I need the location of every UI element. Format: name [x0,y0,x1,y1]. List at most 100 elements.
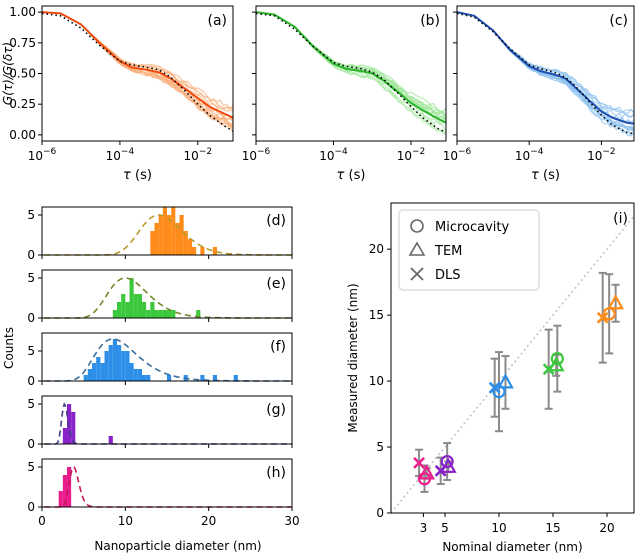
tem-point [607,293,624,310]
panel-e: 0 5 (e) [27,269,293,325]
axes-frame [390,202,635,514]
trace-line [41,11,234,110]
fit-curve [255,12,447,134]
histogram-bar [146,375,151,381]
hist-x-label: Nanoparticle diameter (nm) [94,539,261,553]
histogram-bar [167,310,172,318]
legend-triangle-icon [408,241,426,256]
axes-frame [41,332,293,382]
panel-label: (a) [207,13,227,29]
histogram-bar [108,345,113,381]
histogram-bar [67,467,72,507]
x-tick-label: 10−6 [28,147,57,163]
fit-curve [44,402,292,445]
trace-line [456,11,635,119]
panel-label: (h) [266,465,286,481]
histogram-bar [167,375,172,381]
y-tick-label: 1.00 [9,5,36,19]
histogram-bar [167,215,172,255]
histogram-bar [121,351,126,381]
mean-curve [255,11,447,124]
histogram-bar [158,310,163,318]
mean-curve [41,11,234,119]
axes-frame [41,458,293,508]
autocorrelation-panels: 10−6 10−4 10−2 0.00 0.25 0.50 0.75 1.00 (a) τ (s)… [1,5,635,183]
histogram-bar [137,369,142,381]
histogram-bar [171,310,176,318]
trace-line [456,11,635,114]
histogram-bar [187,239,192,255]
panel-f: 0 5 (f) [27,332,293,388]
histogram-bar [179,215,184,255]
tem-point [497,373,514,389]
panel-c: 10−6 10−4 10−2 (c) τ (s) [443,5,635,183]
y-tick-label: 0 [27,500,35,514]
x-axis-label: τ (s) [531,168,560,183]
legend-label: DLS [435,268,461,283]
histogram-bar [142,302,147,318]
panel-label: (e) [266,276,286,292]
x-tick-label: 10 [118,514,133,528]
fit-curve [44,338,292,382]
y-tick-label: 0.25 [9,97,36,111]
microcavity-point [550,352,564,366]
histogram-bar [104,351,109,381]
x-tick-label: 10−2 [184,147,213,163]
legend-circle-icon [410,219,424,233]
panel-a: 10−6 10−4 10−2 0.00 0.25 0.50 0.75 1.00 (a) τ (s)… [1,5,234,183]
panel-label: (i) [613,211,628,227]
histogram-bar [125,351,130,381]
y-tick-label: 0 [27,437,35,451]
y-axis-label: G(τ)/G(δτ) [1,42,15,105]
panel-label: (f) [270,339,286,355]
tem-point [418,464,435,480]
identity-line [390,215,635,514]
trace-line [255,11,447,135]
axes-frame [255,5,447,142]
histogram-bar [150,231,155,255]
histogram-bar [133,294,138,318]
x-tick-label: 3 [420,521,428,535]
y-tick-label: 5 [27,397,35,411]
x-tick-label: 10−4 [106,147,135,163]
x-tick-label: 10−4 [319,147,348,163]
histogram-bar [200,247,205,255]
histogram-bar [183,231,188,255]
y-tick-label: 5 [27,344,35,358]
histogram-bar [133,369,138,381]
y-axis-label: Measured diameter (nm) [346,283,360,432]
legend-label: TEM [434,244,462,259]
histogram-bar [96,357,101,381]
y-tick-label: 0.75 [9,36,36,50]
histogram-bar [150,302,155,318]
histogram-bar [158,215,163,255]
panel-label: (d) [266,213,286,229]
tem-point [547,355,565,372]
y-tick-label: 0 [27,248,35,262]
x-tick-label: 20 [201,514,216,528]
trace-line [41,11,234,110]
x-tick-label: 10−4 [515,147,544,163]
histogram-bar [129,278,134,318]
x-axis-label: τ (s) [123,168,152,183]
histogram-bar [154,223,159,255]
legend-cross-icon [410,267,424,281]
x-tick-label: 10−2 [587,147,616,163]
y-tick-label: 15 [369,308,384,322]
histogram-bar [83,375,88,381]
hist-y-label: Counts [2,327,16,369]
trace-line [456,11,635,114]
legend-label: Microcavity [435,220,510,235]
x-axis-label: τ (s) [337,168,366,183]
histogram-bar [200,375,205,381]
histogram-bar [71,412,76,444]
y-tick-label: 10 [369,374,384,388]
legend: Microcavity TEM DLS [398,209,540,291]
histogram-panels: 0 5 (d) 0 5 (e) 0 5 (f) 0 5 (g) 0 5 0 10 20 30 (h) [27,206,300,528]
axes-frame [41,395,293,445]
y-tick-label: 5 [27,208,35,222]
histogram-bar [112,310,117,318]
fit-curve [41,12,234,132]
